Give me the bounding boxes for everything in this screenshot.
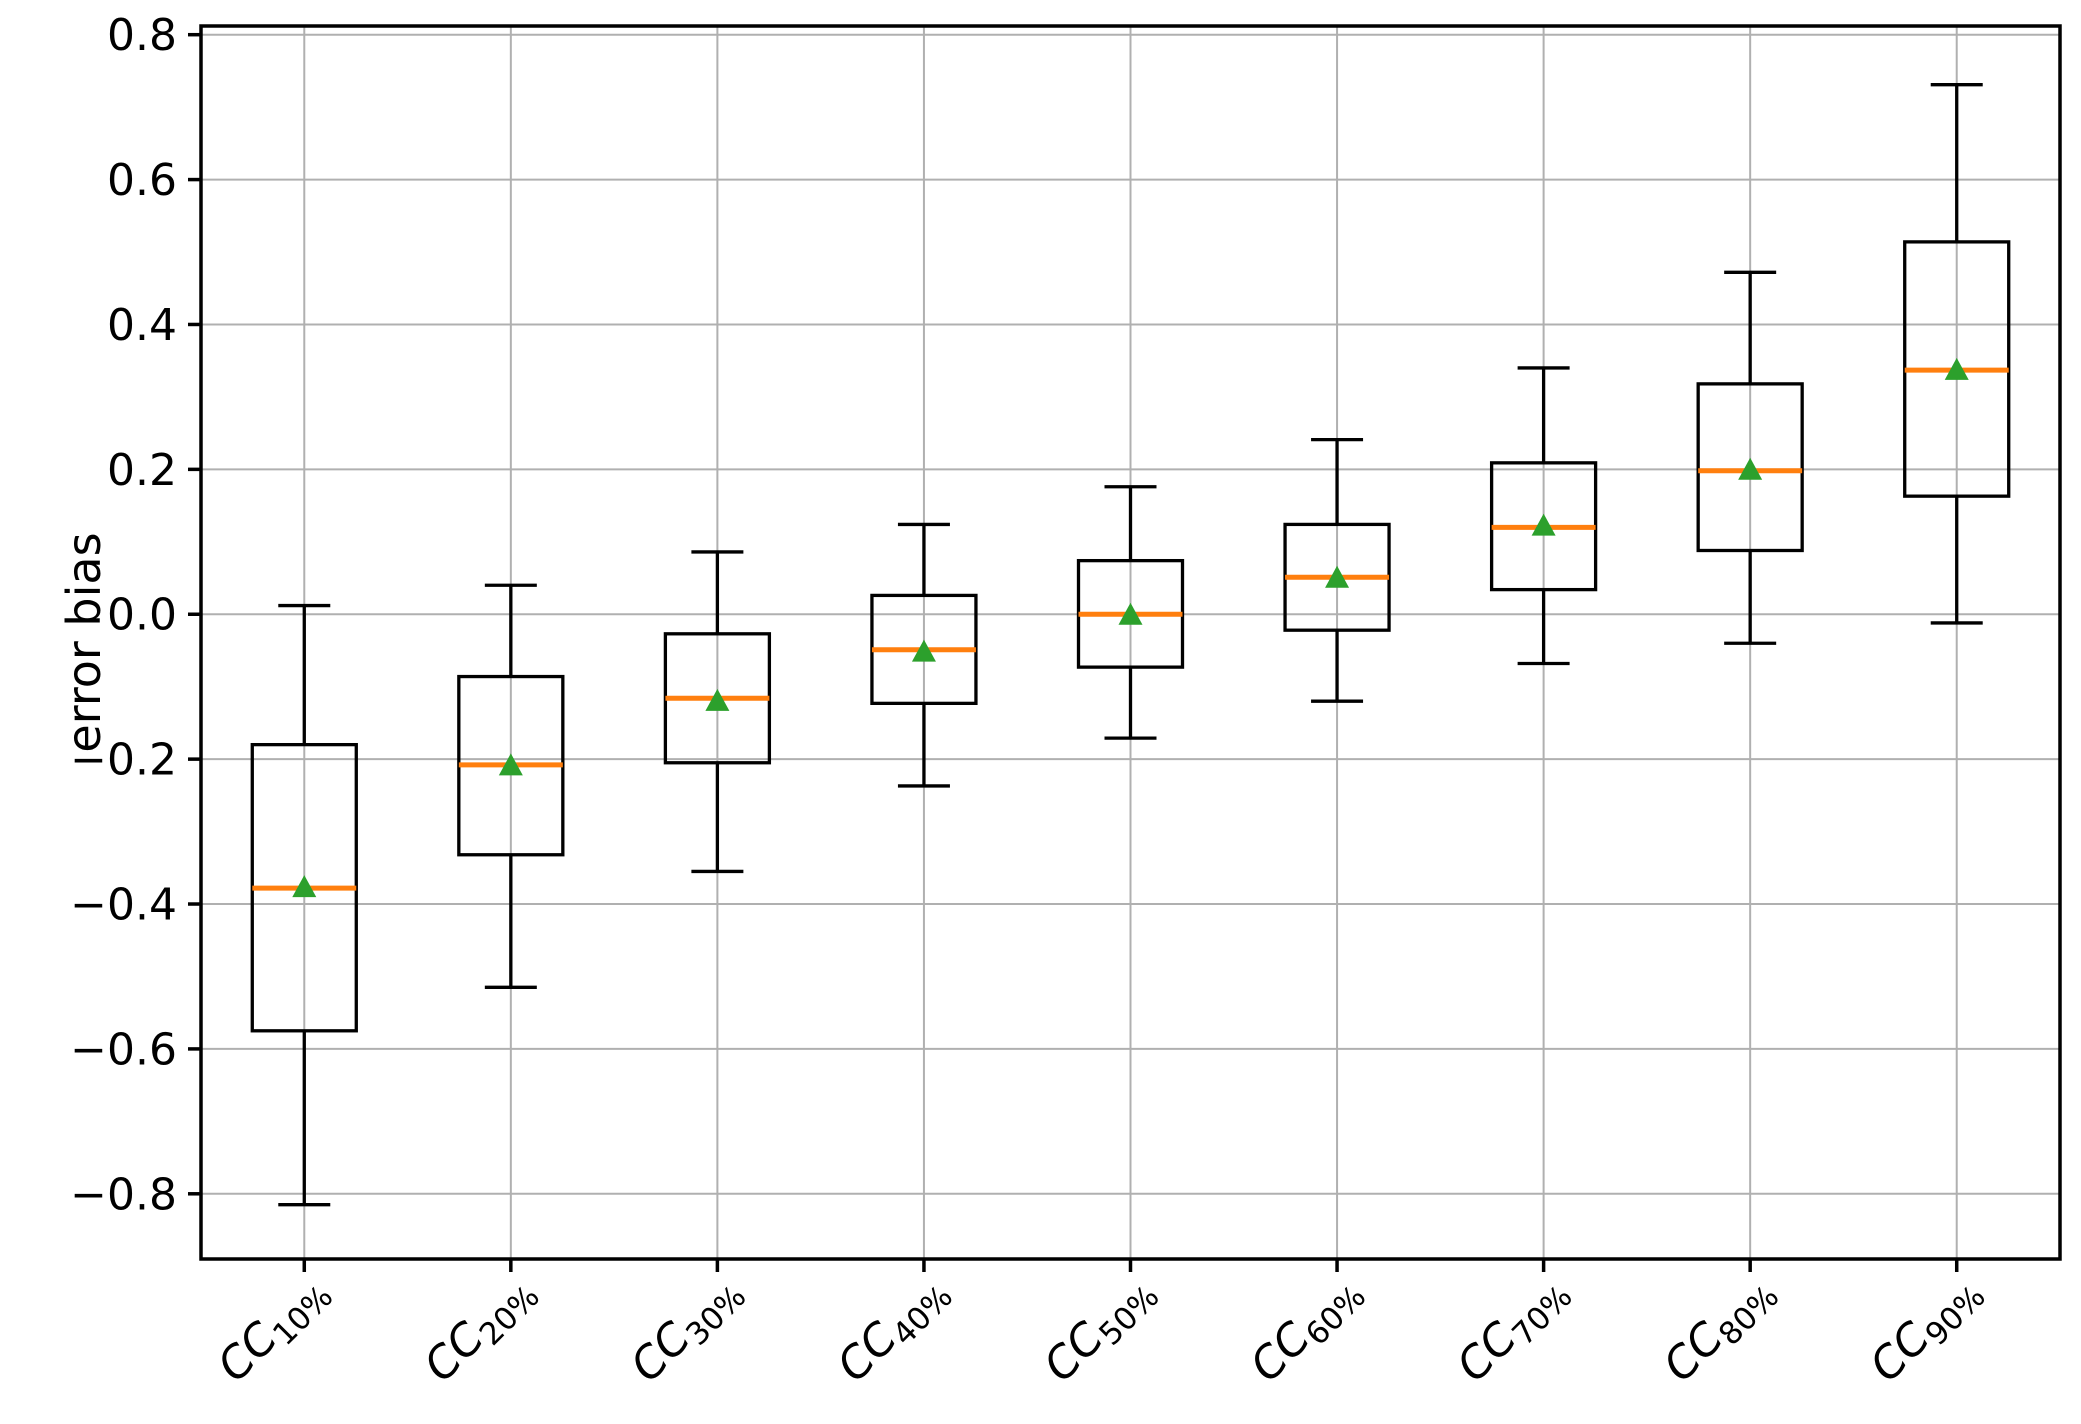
x-tick-label: CC80% [1654,1264,1786,1396]
y-tick-label: 0.4 [107,300,177,351]
boxplot-group [1696,270,1804,645]
mean-triangle-marker [705,688,730,711]
y-tick-label: −0.6 [70,1024,177,1075]
mean-triangle-marker [1325,565,1350,588]
x-tick-label: CC70% [1447,1264,1579,1396]
boxplot-group [1283,438,1391,703]
mean-triangle-marker [1531,513,1556,536]
x-tick-label: CC60% [1241,1264,1373,1396]
grid-layer [201,26,2060,1259]
mean-triangle-marker [498,753,523,776]
x-tick-label: CC40% [827,1264,959,1396]
y-axis-title: error bias [57,532,111,752]
box-layer [250,83,2011,1207]
boxplot-group [457,583,565,989]
x-tick-label: CC50% [1034,1264,1166,1396]
boxplot-group [250,603,358,1207]
boxplot-group [870,522,978,788]
y-tick-label: 0.2 [107,445,177,496]
y-tick-label: −0.8 [70,1169,177,1220]
box-rect [1696,382,1804,553]
mean-triangle-marker [1118,602,1143,625]
x-tick-label: CC10% [208,1264,340,1396]
boxplot-group [1076,485,1185,740]
axis-layer: 0.8 0.6 0.4 0.2 0.0 −0.2 −0.4 −0.6 −0.8 CC10% CC20… [70,10,2062,1396]
y-tick-label: −0.2 [70,735,177,786]
x-tick-label: CC30% [621,1264,753,1396]
boxplot-group [1489,366,1598,666]
y-tick-label: 0.8 [107,10,177,61]
y-tick-label: 0.0 [107,590,177,641]
mean-triangle-marker [1738,457,1763,480]
x-tick-label: CC90% [1860,1264,1992,1396]
boxplot-group [663,550,772,874]
mean-triangle-marker [292,875,317,898]
boxplot-group [1903,83,2011,625]
y-tick-label: −0.4 [70,880,177,931]
mean-triangle-marker [911,639,936,662]
y-tick-label: 0.6 [107,155,177,206]
x-tick-label: CC20% [414,1264,546,1396]
mean-triangle-marker [1944,357,1969,380]
